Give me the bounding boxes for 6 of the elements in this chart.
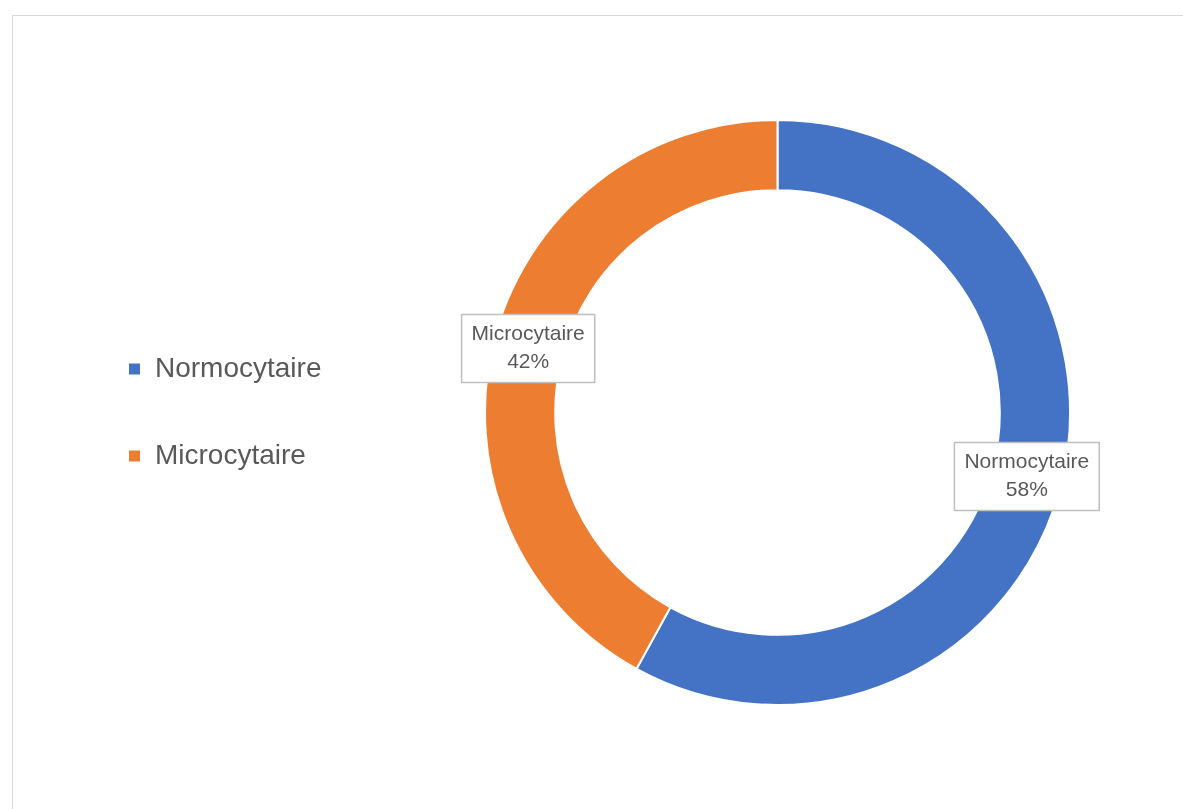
slice-label: Microcytaire [471, 321, 585, 345]
legend-label: Microcytaire [155, 438, 306, 470]
legend-label: Normocytaire [155, 351, 322, 383]
data-label: 58% [1005, 477, 1048, 501]
data-label: 42% [507, 349, 550, 373]
slice-label: Normocytaire [964, 449, 1090, 473]
